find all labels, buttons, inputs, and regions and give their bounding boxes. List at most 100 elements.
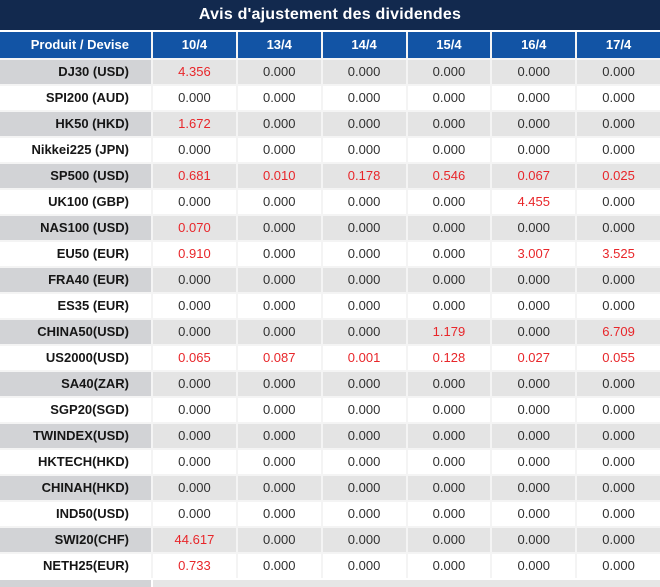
value-cell: 0.000 [237,502,321,526]
value-cell: 0.000 [577,502,660,526]
value-cell: 0.000 [492,216,576,240]
value-cell: 0.000 [577,216,660,240]
value-cell: 0.000 [237,554,321,578]
value-cell: 0.000 [407,476,491,500]
value-cell: 0.027 [492,346,576,370]
product-cell: EU50 (EUR) [0,242,151,266]
value-cell: 0.000 [492,398,576,422]
value-cell: 0.000 [407,60,491,84]
value-cell: 0.000 [237,242,321,266]
value-cell: 0.000 [153,138,236,162]
value-cell: 0.000 [237,294,321,318]
dividend-table: Produit / Devise 10/4 13/4 14/4 15/4 16/4 17/… [0,32,660,578]
value-cell: 0.000 [577,372,660,396]
value-cell: 0.000 [322,502,406,526]
value-cell: 0.000 [237,112,321,136]
value-cell: 0.000 [322,60,406,84]
value-cell: 3.525 [577,242,660,266]
value-cell: 0.000 [322,476,406,500]
product-cell: TWINDEX(USD) [0,424,151,448]
value-cell: 0.000 [237,476,321,500]
value-cell: 0.000 [322,398,406,422]
column-header-date-17-4: 17/4 [577,32,660,58]
value-cell: 0.000 [407,502,491,526]
value-cell: 1.179 [407,320,491,344]
value-cell: 0.000 [492,86,576,110]
product-cell: SP500 (USD) [0,164,151,188]
value-cell: 0.000 [492,502,576,526]
value-cell: 0.000 [322,86,406,110]
value-cell: 0.000 [407,554,491,578]
value-cell: 0.000 [492,450,576,474]
value-cell: 0.000 [407,138,491,162]
value-cell: 0.000 [153,450,236,474]
value-cell: 0.000 [322,372,406,396]
value-cell: 0.000 [322,268,406,292]
value-cell: 0.001 [322,346,406,370]
value-cell: 0.000 [322,216,406,240]
value-cell: 0.000 [237,60,321,84]
value-cell: 0.000 [407,372,491,396]
value-cell: 0.000 [322,112,406,136]
value-cell: 0.000 [407,216,491,240]
value-cell: 0.000 [492,268,576,292]
value-cell: 0.000 [492,138,576,162]
value-cell: 0.000 [492,372,576,396]
product-cell: HKTECH(HKD) [0,450,151,474]
value-cell: 44.617 [153,528,236,552]
value-cell: 0.000 [577,86,660,110]
value-cell: 6.709 [577,320,660,344]
value-cell: 0.000 [153,372,236,396]
product-cell: NETH25(EUR) [0,554,151,578]
product-cell: IND50(USD) [0,502,151,526]
product-cell: ES35 (EUR) [0,294,151,318]
product-cell: SPI200 (AUD) [0,86,151,110]
value-cell: 0.000 [577,398,660,422]
value-cell: 0.000 [237,268,321,292]
value-cell: 0.000 [492,528,576,552]
product-cell: Nikkei225 (JPN) [0,138,151,162]
value-cell: 0.000 [237,424,321,448]
value-cell: 0.000 [577,528,660,552]
value-cell: 4.356 [153,60,236,84]
table-bottom-edge-values [153,580,660,587]
column-header-date-14-4: 14/4 [322,32,406,58]
value-cell: 0.000 [492,476,576,500]
value-cell: 0.000 [237,372,321,396]
value-cell: 0.000 [577,60,660,84]
column-header-date-10-4: 10/4 [153,32,236,58]
table-bottom-edge-product [0,580,151,587]
value-cell: 4.455 [492,190,576,214]
value-cell: 0.000 [577,450,660,474]
value-cell: 0.070 [153,216,236,240]
value-cell: 0.000 [577,138,660,162]
value-cell: 0.000 [237,450,321,474]
product-cell: DJ30 (USD) [0,60,151,84]
value-cell: 0.000 [237,216,321,240]
value-cell: 0.681 [153,164,236,188]
value-cell: 0.055 [577,346,660,370]
value-cell: 0.000 [407,398,491,422]
column-header-date-13-4: 13/4 [237,32,321,58]
value-cell: 0.000 [322,450,406,474]
value-cell: 0.000 [322,554,406,578]
value-cell: 0.000 [322,242,406,266]
value-cell: 0.000 [492,294,576,318]
value-cell: 0.000 [407,112,491,136]
value-cell: 0.000 [577,554,660,578]
value-cell: 0.000 [407,450,491,474]
value-cell: 0.065 [153,346,236,370]
column-header-product: Produit / Devise [0,32,151,58]
value-cell: 0.000 [237,190,321,214]
product-cell: UK100 (GBP) [0,190,151,214]
product-cell: NAS100 (USD) [0,216,151,240]
value-cell: 0.000 [322,320,406,344]
value-cell: 0.000 [322,138,406,162]
product-cell: US2000(USD) [0,346,151,370]
value-cell: 0.000 [492,554,576,578]
value-cell: 0.000 [492,320,576,344]
value-cell: 0.000 [322,190,406,214]
value-cell: 0.000 [153,268,236,292]
product-cell: HK50 (HKD) [0,112,151,136]
value-cell: 0.000 [407,424,491,448]
